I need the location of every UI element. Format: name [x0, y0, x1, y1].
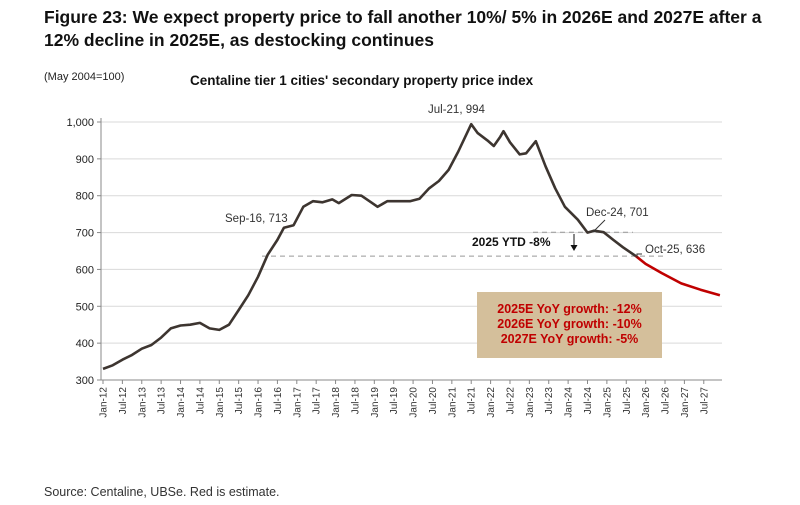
- x-tick-label: Jul-24: [583, 387, 594, 415]
- x-tick-label: Jul-23: [544, 387, 555, 415]
- x-tick-label: Jan-13: [137, 387, 148, 418]
- label-dec24: Dec-24, 701: [586, 207, 649, 219]
- forecast-text: 2025E YoY growth: -12%: [497, 302, 642, 316]
- x-tick-label: Jan-19: [370, 387, 381, 418]
- x-tick-label: Jul-12: [118, 387, 129, 415]
- y-tick-label: 500: [76, 301, 94, 313]
- label-peak: Jul-21, 994: [428, 104, 486, 116]
- x-tick-label: Jul-13: [157, 387, 168, 415]
- x-tick-label: Jul-26: [661, 387, 672, 415]
- x-tick-label: Jul-18: [350, 387, 361, 415]
- x-tick-label: Jan-22: [486, 387, 497, 418]
- x-tick-label: Jan-20: [409, 387, 420, 418]
- x-tick-label: Jan-14: [176, 387, 187, 418]
- label-ytd: 2025 YTD -8%: [472, 235, 551, 249]
- x-tick-label: Jul-15: [234, 387, 245, 415]
- x-tick-label: Jul-27: [699, 387, 710, 415]
- y-tick-label: 900: [76, 154, 94, 166]
- source-note: Source: Centaline, UBSe. Red is estimate…: [44, 485, 280, 499]
- x-tick-label: Jan-26: [641, 387, 652, 418]
- label-oct25: Oct-25, 636: [645, 244, 705, 256]
- x-tick-label: Jul-19: [389, 387, 400, 415]
- figure-title: Figure 23: We expect property price to f…: [44, 7, 762, 50]
- series-line-actual: [102, 122, 637, 371]
- y-tick-label: 700: [76, 228, 94, 240]
- x-tick-label: Jan-23: [525, 387, 536, 418]
- x-tick-label: Jul-16: [273, 387, 284, 415]
- x-tick-label: Jul-20: [428, 387, 439, 415]
- x-tick-label: Jan-15: [215, 387, 226, 418]
- x-tick-label: Jan-21: [447, 387, 458, 418]
- chart-title: Centaline tier 1 cities' secondary prope…: [190, 73, 534, 88]
- y-tick-label: 600: [76, 264, 94, 276]
- x-tick-label: Jan-12: [99, 387, 110, 418]
- x-tick-label: Jan-17: [292, 387, 303, 418]
- x-tick-label: Jan-16: [254, 387, 265, 418]
- leader-oct25: [636, 253, 642, 258]
- x-tick-label: Jan-24: [564, 387, 575, 418]
- forecast-text: 2026E YoY growth: -10%: [497, 317, 642, 331]
- x-tick-label: Jul-14: [195, 387, 206, 415]
- x-tick-label: Jan-25: [602, 387, 613, 418]
- y-tick-label: 800: [76, 191, 94, 203]
- forecast-box: [477, 292, 662, 358]
- y-tick-label: 1,000: [66, 117, 94, 129]
- arrow-down-icon: [570, 245, 578, 251]
- label-sep16: Sep-16, 713: [225, 213, 288, 225]
- x-tick-label: Jan-18: [331, 387, 342, 418]
- x-tick-label: Jul-25: [622, 387, 633, 415]
- x-tick-label: Jul-17: [312, 387, 323, 415]
- y-tick-label: 300: [76, 375, 94, 387]
- leader-dec24: [592, 219, 606, 233]
- forecast-text: 2027E YoY growth: -5%: [501, 332, 639, 346]
- series-line-estimate: [635, 255, 721, 297]
- x-tick-label: Jul-21: [467, 387, 478, 415]
- x-tick-label: Jan-27: [680, 387, 691, 418]
- x-tick-label: Jul-22: [505, 387, 516, 415]
- unit-label: (May 2004=100): [44, 71, 125, 83]
- y-tick-label: 400: [76, 338, 94, 350]
